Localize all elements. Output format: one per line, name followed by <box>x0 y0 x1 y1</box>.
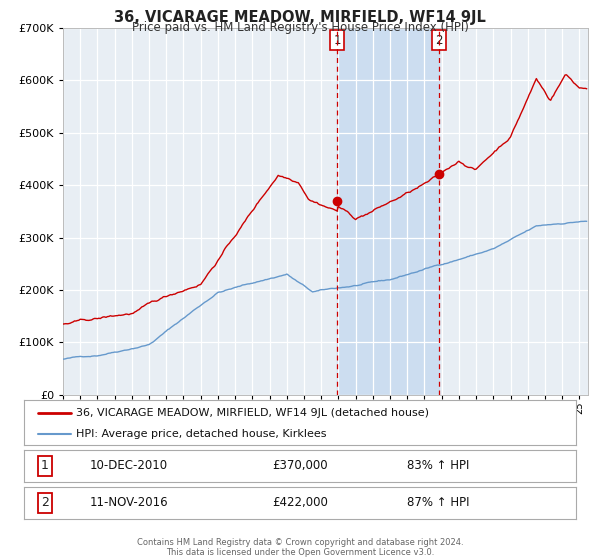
Text: 36, VICARAGE MEADOW, MIRFIELD, WF14 9JL: 36, VICARAGE MEADOW, MIRFIELD, WF14 9JL <box>114 10 486 25</box>
Text: Contains HM Land Registry data © Crown copyright and database right 2024.
This d: Contains HM Land Registry data © Crown c… <box>137 538 463 557</box>
Text: Price paid vs. HM Land Registry's House Price Index (HPI): Price paid vs. HM Land Registry's House … <box>131 21 469 34</box>
Text: HPI: Average price, detached house, Kirklees: HPI: Average price, detached house, Kirk… <box>76 429 327 439</box>
Text: 87% ↑ HPI: 87% ↑ HPI <box>407 496 469 510</box>
Text: 2: 2 <box>436 34 443 46</box>
Bar <box>337 28 439 395</box>
Text: 83% ↑ HPI: 83% ↑ HPI <box>407 459 469 473</box>
Text: 36, VICARAGE MEADOW, MIRFIELD, WF14 9JL (detached house): 36, VICARAGE MEADOW, MIRFIELD, WF14 9JL … <box>76 408 430 418</box>
Text: £422,000: £422,000 <box>272 496 328 510</box>
Text: £370,000: £370,000 <box>272 459 328 473</box>
Text: 2: 2 <box>41 496 49 510</box>
Text: 1: 1 <box>41 459 49 473</box>
Text: 1: 1 <box>334 34 341 46</box>
Text: 10-DEC-2010: 10-DEC-2010 <box>90 459 168 473</box>
Text: 11-NOV-2016: 11-NOV-2016 <box>89 496 168 510</box>
